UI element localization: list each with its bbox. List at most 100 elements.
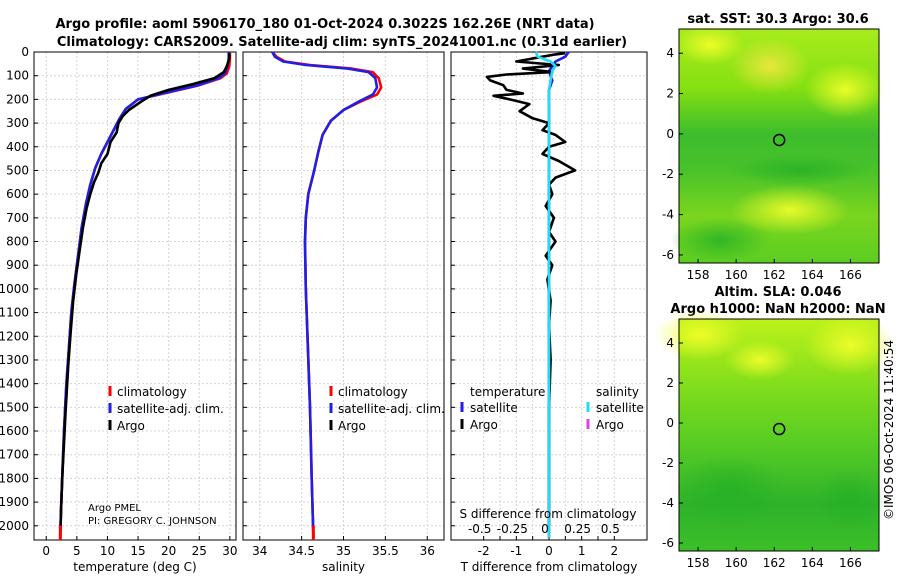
x-tick-label: 0 — [545, 544, 553, 558]
legend-label: satellite-adj. clim. — [117, 402, 224, 416]
x-tick-label: 30 — [222, 544, 237, 558]
sla-map: Altim. SLA: 0.046 Argo h1000: NaN h2000:… — [655, 285, 895, 570]
header-line-1: Argo profile: aoml 5906170_180 01-Oct-20… — [55, 17, 594, 32]
series-line — [59, 52, 230, 538]
series-line — [271, 51, 379, 538]
y-tick-label: -6 — [662, 536, 674, 550]
y-tick-label: 4 — [666, 336, 674, 350]
legend-group-title: salinity — [596, 385, 639, 399]
panel-salinity: 34 34.5 35 35.5 36 salinity climatology satelli… — [242, 51, 445, 574]
y-tick-label: 1000 — [0, 282, 29, 296]
y-tick-label: 900 — [6, 258, 29, 272]
plot-frame — [242, 51, 445, 541]
x-tick-label: 0 — [42, 544, 50, 558]
sst-warm-patch — [730, 38, 810, 94]
top-tick-label: 0.5 — [601, 522, 620, 536]
legend-label: satellite — [596, 401, 644, 415]
x-tick-label: -1 — [510, 544, 522, 558]
y-tick-label: 200 — [6, 92, 29, 106]
y-tick-label: -2 — [662, 456, 674, 470]
y-tick-label: 0 — [21, 45, 29, 59]
y-tick-label: 700 — [6, 211, 29, 225]
series-line — [59, 53, 231, 526]
x-tick-label: 160 — [725, 556, 748, 570]
x-axis-label: temperature (deg C) — [73, 560, 196, 574]
top-tick-label: 0 — [541, 522, 549, 536]
sst-warm-patch — [805, 62, 885, 118]
y-tick-label: -6 — [662, 248, 674, 262]
y-tick-label: 1800 — [0, 471, 29, 485]
y-tick-label: 300 — [6, 116, 29, 130]
legend-label: Argo — [470, 418, 498, 432]
y-tick-label: 2000 — [0, 519, 29, 533]
top-tick-label: 0.25 — [564, 522, 591, 536]
x-tick-label: 2 — [611, 544, 619, 558]
legend-label: climatology — [338, 385, 408, 399]
sst-map-title: sat. SST: 30.3 Argo: 30.6 — [687, 12, 868, 27]
y-tick-label: 0 — [666, 127, 674, 141]
top-tick-label: -0.25 — [497, 522, 528, 536]
sla-map-axes: 158 160 162 164 166 4 2 0 -2 -4 -6 — [662, 318, 880, 570]
profile-panels: 0100200300400500600700800900100011001200… — [0, 45, 648, 574]
sla-low-patch — [815, 470, 885, 530]
legend-label: Argo — [117, 419, 145, 433]
y-tick-label: 800 — [6, 235, 29, 249]
x-tick-label: 1 — [578, 544, 586, 558]
sla-map-subtitle: Argo h1000: NaN h2000: NaN — [670, 302, 885, 317]
y-tick-label: 1900 — [0, 495, 29, 509]
legend-label: Argo — [596, 418, 624, 432]
y-tick-label: 2 — [666, 87, 674, 101]
annotation-text: PI: GREGORY C. JOHNSON — [88, 516, 217, 527]
x-axis-label: T difference from climatology — [460, 560, 638, 574]
sla-map-title: Altim. SLA: 0.046 — [715, 285, 842, 300]
x-tick-label: 35 — [336, 544, 351, 558]
x-tick-label: -2 — [478, 544, 490, 558]
x-tick-label: 166 — [839, 268, 862, 282]
sst-map-axes: 158 160 162 164 166 4 2 0 -2 -4 -6 — [662, 28, 880, 282]
sst-warm-patch — [675, 25, 745, 65]
x-axis-label: salinity — [322, 560, 365, 574]
panel-difference: -2 -1 0 1 2 T difference from climatology temp… — [450, 51, 648, 574]
x-tick-label: 160 — [725, 268, 748, 282]
series-line — [485, 51, 577, 526]
y-tick-label: 0 — [666, 416, 674, 430]
y-tick-label: 2 — [666, 376, 674, 390]
top-tick-label: -0.5 — [468, 522, 491, 536]
sla-high-patch — [725, 340, 795, 380]
legend-label: Argo — [338, 419, 366, 433]
x-tick-label: 15 — [130, 544, 145, 558]
y-tick-label: 500 — [6, 163, 29, 177]
y-tick-label: 1300 — [0, 353, 29, 367]
grid — [34, 51, 236, 540]
x-tick-label: 36 — [420, 544, 435, 558]
x-tick-label: 10 — [100, 544, 115, 558]
y-tick-label: 1400 — [0, 377, 29, 391]
legend-label: climatology — [117, 385, 187, 399]
x-tick-label: 164 — [801, 268, 824, 282]
sst-cool-patch — [730, 154, 870, 186]
x-tick-label: 158 — [687, 556, 710, 570]
x-tick-label: 162 — [763, 556, 786, 570]
x-tick-label: 34 — [252, 544, 267, 558]
watermark: ©IMOS 06-Oct-2024 11:40:54 — [882, 340, 896, 520]
sst-map: sat. SST: 30.3 Argo: 30.6 158 160 162 164 16… — [662, 12, 885, 282]
legend-label: satellite — [470, 401, 518, 415]
x-tick-label: 166 — [839, 556, 862, 570]
y-tick-label: 100 — [6, 69, 29, 83]
argo-position-marker — [772, 422, 786, 436]
plot-frame — [450, 51, 648, 541]
map-frame — [678, 318, 880, 552]
map-frame — [678, 28, 880, 264]
series-line — [534, 51, 557, 538]
x-tick-label: 25 — [192, 544, 207, 558]
grid — [243, 51, 444, 540]
y-tick-label: 1600 — [0, 424, 29, 438]
y-tick-label: 1200 — [0, 329, 29, 343]
sst-cool-patch — [670, 218, 770, 262]
x-tick-label: 20 — [161, 544, 176, 558]
sst-warm-patch — [730, 185, 850, 235]
series-line — [59, 52, 232, 538]
x-tick-label: 34.5 — [288, 544, 315, 558]
x-tick-label: 35.5 — [372, 544, 399, 558]
